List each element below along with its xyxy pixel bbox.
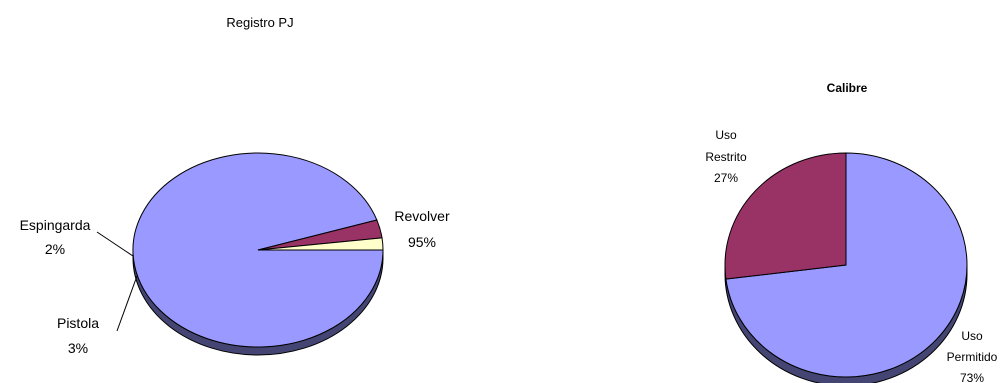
pie-slices <box>724 152 968 378</box>
slice-name: Espingarda <box>20 217 91 233</box>
slice-name-line-1: Uso <box>961 329 983 343</box>
slice-label-revolver: Revolver 95% <box>394 208 450 250</box>
slice-label-uso-restrito: Uso Restrito 27% <box>705 128 747 185</box>
pie-slice-espingarda <box>257 237 384 251</box>
leader-line-espingarda <box>96 231 134 257</box>
slice-name-line-2: Permitido <box>947 350 998 364</box>
chart-title: Registro PJ <box>226 15 293 30</box>
chart-registro-pj: Registro PJ Revolver 95% Espingarda 2% P… <box>20 15 450 356</box>
slice-name-line-2: Restrito <box>705 150 747 164</box>
slice-value: 2% <box>45 241 65 257</box>
chart-calibre: Calibre Uso Restrito 27% Uso Permitido 7… <box>705 81 998 383</box>
slice-label-pistola: Pistola 3% <box>57 315 99 356</box>
leader-line-pistola <box>116 275 138 332</box>
slice-label-uso-permitido: Uso Permitido 73% <box>947 329 998 383</box>
chart-title: Calibre <box>827 81 868 95</box>
leader-lines <box>96 231 138 332</box>
slice-label-espingarda: Espingarda 2% <box>20 217 91 257</box>
pie-slices <box>132 152 384 348</box>
slice-value: 3% <box>68 340 88 356</box>
slice-name: Pistola <box>57 315 99 331</box>
slice-name-line-1: Uso <box>715 128 737 142</box>
pie-slice-uso-restrito <box>724 152 847 280</box>
slice-value: 95% <box>408 234 436 250</box>
slice-name: Revolver <box>394 208 450 224</box>
slice-value: 27% <box>714 171 738 185</box>
slice-value: 73% <box>960 371 984 383</box>
